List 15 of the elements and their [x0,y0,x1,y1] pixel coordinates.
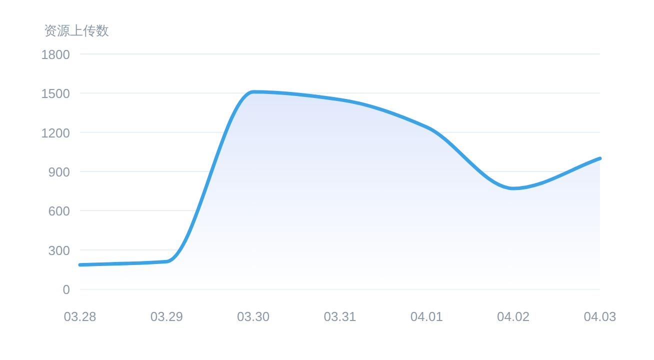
x-tick-label: 03.29 [150,309,183,324]
x-tick-label: 04.01 [410,309,443,324]
x-tick-label: 04.02 [497,309,530,324]
x-tick-label: 04.03 [584,309,616,324]
y-tick-label: 900 [48,164,70,180]
x-tick-label: 03.31 [324,309,356,324]
y-tick-label: 0 [62,282,70,297]
y-tick-label: 300 [48,242,70,258]
y-tick-label: 1200 [41,125,70,140]
y-axis-title: 资源上传数 [44,23,109,38]
y-tick-label: 1800 [41,47,70,62]
x-tick-label: 03.28 [64,309,96,324]
y-tick-label: 1500 [41,86,70,102]
y-tick-label: 600 [48,204,70,219]
x-tick-label: 03.30 [237,309,270,324]
